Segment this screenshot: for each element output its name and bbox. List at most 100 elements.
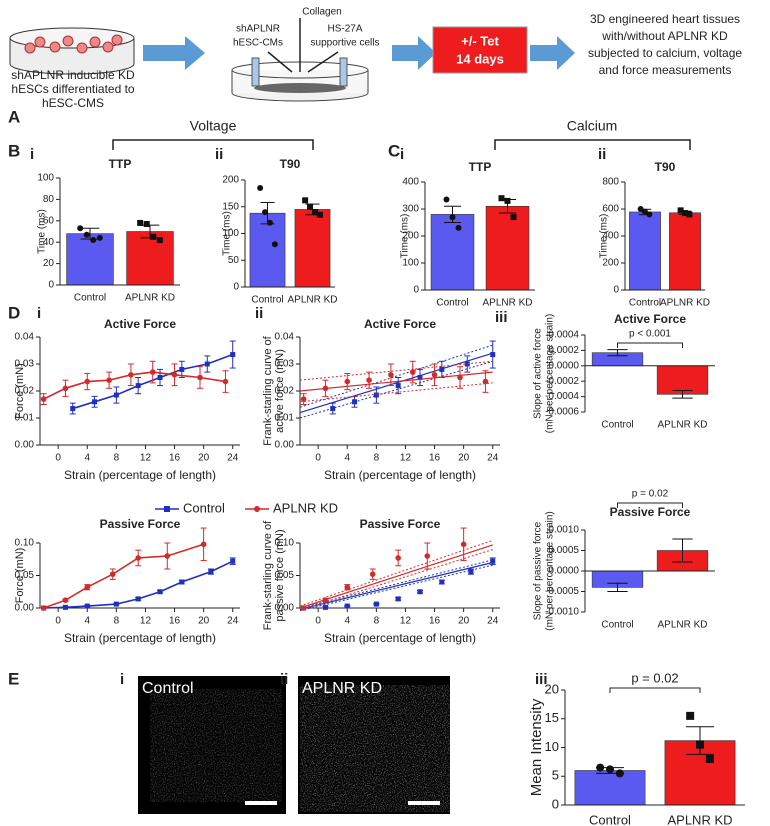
x-tick-label: Control: [436, 298, 468, 309]
x-axis-label: Strain (percentage of length): [324, 631, 476, 645]
outcome-text: subjected to calcium, voltage: [588, 46, 742, 60]
data-point: [460, 541, 467, 548]
y-tick-label: 80: [43, 194, 55, 205]
cells: [24, 34, 123, 54]
chart-title: T90: [280, 157, 301, 171]
data-point: [135, 383, 141, 389]
arrow: [143, 36, 205, 70]
chart-title: TTP: [109, 157, 132, 171]
x-tick-label: APLNR KD: [125, 293, 175, 304]
annotation: p = 0.02: [631, 670, 678, 685]
bar: [126, 231, 174, 286]
y-tick-label: -0.0004: [545, 391, 579, 402]
y-tick-label: 0.10: [275, 538, 295, 549]
y-tick-label: 50: [228, 255, 240, 266]
x-tick-label: APLNR KD: [657, 620, 707, 631]
x-tick-label: Control: [74, 293, 106, 304]
y-tick-label: 100: [402, 258, 419, 269]
data-point: [417, 375, 423, 380]
x-tick-label: 0: [315, 453, 321, 464]
x-tick-label: APLNR KD: [287, 295, 337, 306]
x-tick-label: APLNR KD: [657, 420, 707, 431]
y-tick-label: 800: [602, 177, 619, 188]
image-label: APLNR KD: [302, 680, 382, 697]
data-point: [388, 372, 394, 378]
data-point: [157, 375, 163, 380]
chart-title: Active Force: [364, 317, 436, 331]
series-line: [72, 353, 234, 410]
post: [339, 57, 348, 87]
support-label: supportive cells: [311, 38, 380, 49]
data-point: [143, 221, 150, 228]
chart-title: Passive Force: [360, 517, 441, 531]
annotation: p < 0.001: [629, 329, 671, 340]
data-point: [92, 399, 98, 405]
panel-number: i: [30, 146, 34, 163]
y-tick-label: 600: [602, 204, 619, 215]
y-tick-label: 200: [402, 231, 419, 242]
treatment-box: [432, 26, 528, 74]
data-point: [137, 219, 144, 226]
y-tick-label: 5: [552, 768, 559, 783]
x-tick-label: 12: [400, 453, 412, 464]
data-point: [204, 361, 210, 367]
panel-number: iii: [535, 671, 548, 688]
dish-text: shAPLNR inducible KD: [11, 68, 135, 82]
data-point: [606, 765, 614, 774]
x-tick-label: APLNR KD: [482, 298, 532, 309]
x-tick-label: 8: [374, 453, 380, 464]
data-point: [62, 604, 68, 610]
y-axis-label: Frank-starling curve of: [262, 335, 274, 445]
data-point: [705, 755, 714, 763]
data-point: [455, 224, 462, 231]
x-tick-label: 4: [84, 453, 90, 464]
bracket: [112, 139, 314, 150]
y-tick-label: 0: [613, 285, 619, 296]
bar: [485, 206, 530, 291]
x-tick-label: Control: [629, 298, 661, 309]
data-point: [615, 769, 624, 778]
x-tick-label: Control: [589, 812, 631, 826]
y-axis-label: Force (mN): [14, 548, 26, 604]
panel-number: ii: [255, 305, 263, 322]
data-point: [409, 369, 416, 375]
x-tick-label: 12: [140, 453, 152, 464]
data-point: [677, 207, 684, 214]
section-label: Voltage: [190, 118, 237, 134]
panel-letter: D: [8, 303, 20, 322]
chart-title: Active Force: [614, 312, 686, 326]
y-tick-label: 60: [43, 215, 55, 226]
x-tick-label: 12: [140, 616, 152, 627]
data-point: [424, 553, 431, 559]
x-tick-label: APLNR KD: [660, 298, 710, 309]
dish-text: hESCs differentiated to: [11, 82, 135, 96]
data-point: [179, 366, 185, 372]
data-point: [498, 195, 505, 202]
support-label: HS-27A: [327, 24, 362, 35]
y-tick-label: 40: [43, 237, 55, 248]
fit-line: [299, 371, 493, 392]
data-point: [431, 372, 438, 378]
y-axis-label: Slope of active force: [533, 328, 544, 419]
y-tick-label: -0.0005: [545, 586, 579, 597]
data-point: [230, 558, 236, 564]
fit-line: [299, 544, 493, 609]
y-axis-label: (mN per percentage strain): [545, 314, 556, 434]
data-point: [208, 569, 214, 575]
y-tick-label: -0.0006: [545, 407, 579, 418]
significance-bracket: [617, 502, 683, 508]
panel-number: ii: [598, 146, 606, 163]
legend-marker: [164, 506, 170, 512]
chart-title: Active Force: [104, 317, 176, 331]
data-point: [316, 211, 323, 218]
data-point: [311, 209, 318, 216]
y-tick-label: 400: [402, 177, 419, 188]
fit-ci: [299, 539, 493, 607]
y-tick-label: 0.00: [275, 440, 295, 451]
cells-label: shAPLNR: [236, 24, 280, 35]
cell: [49, 41, 61, 53]
panel-number: iii: [495, 309, 508, 326]
x-tick-label: 24: [487, 616, 499, 627]
y-tick-label: 0: [233, 282, 239, 293]
